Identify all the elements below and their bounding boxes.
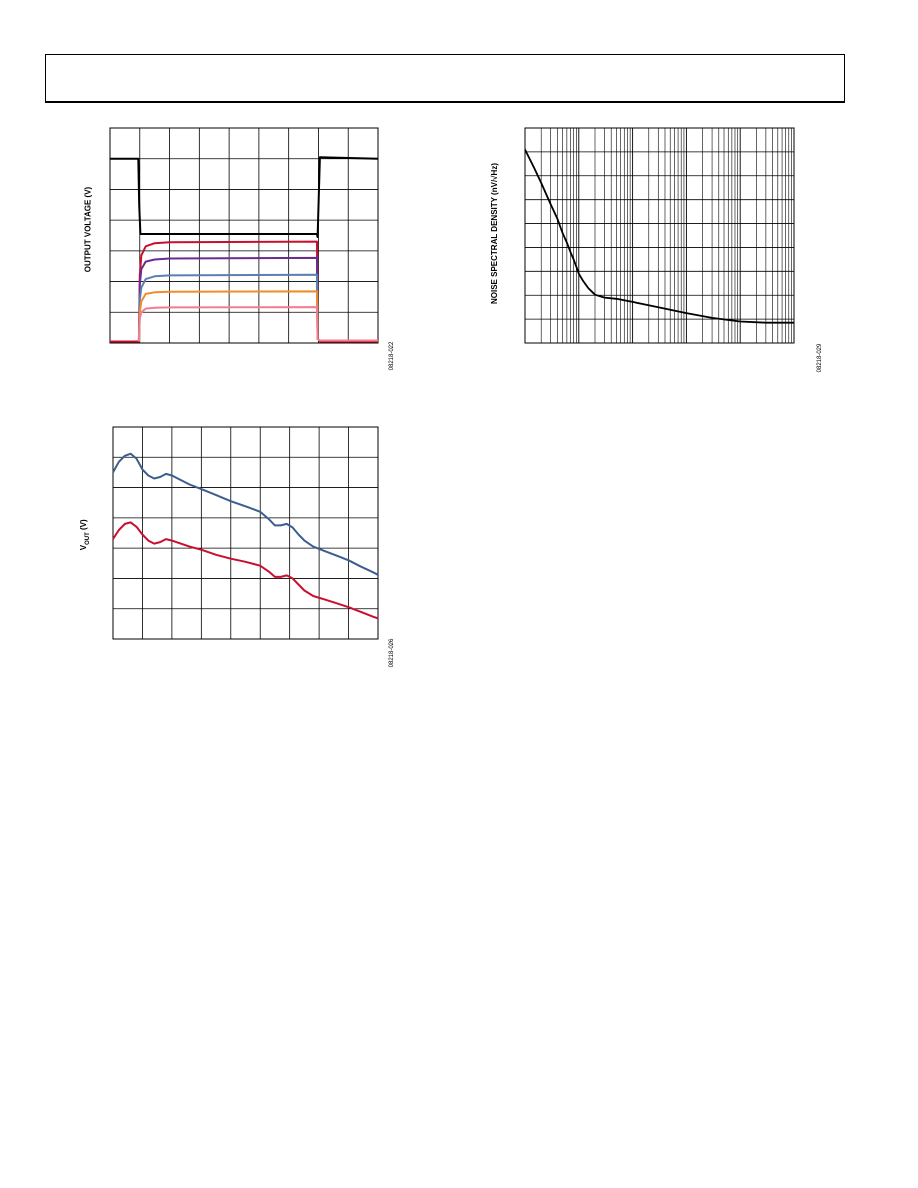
chart-svg: [112, 426, 379, 640]
output-voltage-chart: OUTPUT VOLTAGE (V) 08218-022: [70, 125, 395, 385]
chart-svg: [524, 127, 795, 344]
series-line-1: [112, 521, 379, 620]
series-line-2: [137, 256, 319, 342]
vout-chart: VOUT (V) 08218-026: [70, 425, 395, 685]
series-line-3: [137, 273, 319, 342]
series-line-0: [524, 149, 794, 324]
series-line-5: [137, 306, 378, 342]
noise-spectral-density-chart: NOISE SPECTRAL DENSITY (nV/√Hz) 08218-02…: [485, 125, 830, 385]
chart-svg: [109, 127, 379, 344]
series-line-4: [137, 290, 319, 342]
series-line-0: [112, 452, 379, 576]
series-line-0: [110, 156, 379, 238]
plot-frame: [109, 127, 379, 344]
plot-frame: [112, 426, 379, 640]
page-header-box: [45, 54, 845, 103]
plot-frame: [524, 127, 795, 344]
